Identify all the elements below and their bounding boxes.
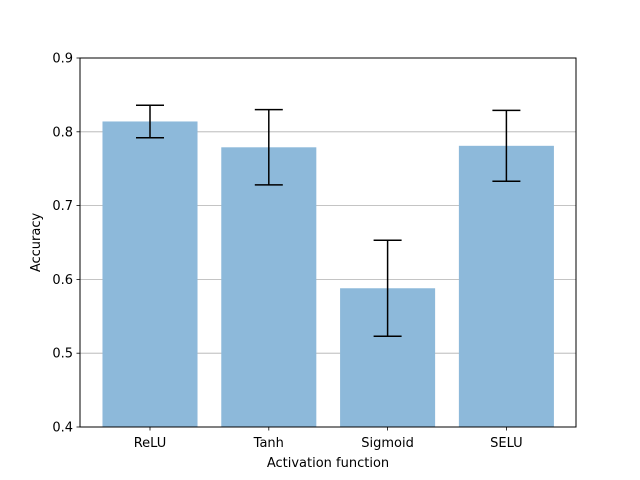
y-axis-ticks: 0.4 0.5 0.6 0.7 0.8 0.9 [52, 52, 80, 436]
x-tick-label: ReLU [134, 436, 167, 451]
x-axis-ticks: ReLU Tanh Sigmoid SELU [134, 427, 523, 451]
y-tick-label: 0.5 [52, 347, 73, 362]
x-tick-label: Tanh [253, 436, 284, 451]
y-tick-label: 0.7 [52, 199, 73, 214]
plot-area-frame [79, 57, 577, 428]
bar-selu [458, 145, 554, 427]
error-bars [136, 104, 521, 337]
x-tick-label: SELU [490, 436, 523, 451]
y-axis-label: Accuracy [29, 213, 44, 273]
y-tick-label: 0.6 [52, 273, 73, 288]
bar-relu [102, 121, 198, 427]
x-tick-label: Sigmoid [361, 436, 414, 451]
bars [102, 121, 554, 427]
y-tick-label: 0.9 [52, 52, 73, 67]
x-axis-label: Activation function [267, 456, 389, 471]
y-tick-label: 0.4 [52, 421, 73, 436]
y-tick-label: 0.8 [52, 125, 73, 140]
bar-tanh [221, 147, 317, 427]
